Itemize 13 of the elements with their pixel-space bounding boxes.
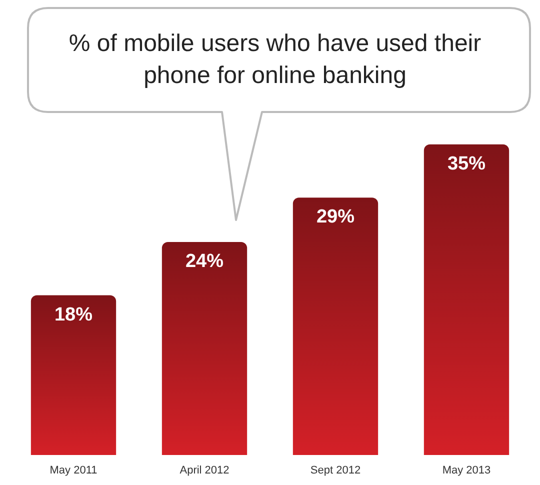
data-label: 18% [54, 304, 93, 326]
x-tick-label: Sept 2012 [310, 464, 361, 476]
bar [424, 144, 510, 455]
data-label: 24% [185, 251, 224, 272]
data-label: 35% [447, 153, 486, 174]
x-tick-label: April 2012 [180, 464, 230, 476]
bar [30, 295, 116, 455]
bar [292, 198, 378, 455]
data-label: 29% [316, 206, 355, 228]
bar [162, 242, 248, 455]
x-tick-label: May 2011 [50, 464, 98, 476]
x-tick-label: May 2013 [442, 464, 491, 476]
chart-title: % of mobile users who have used their phone for online banking [68, 29, 482, 91]
